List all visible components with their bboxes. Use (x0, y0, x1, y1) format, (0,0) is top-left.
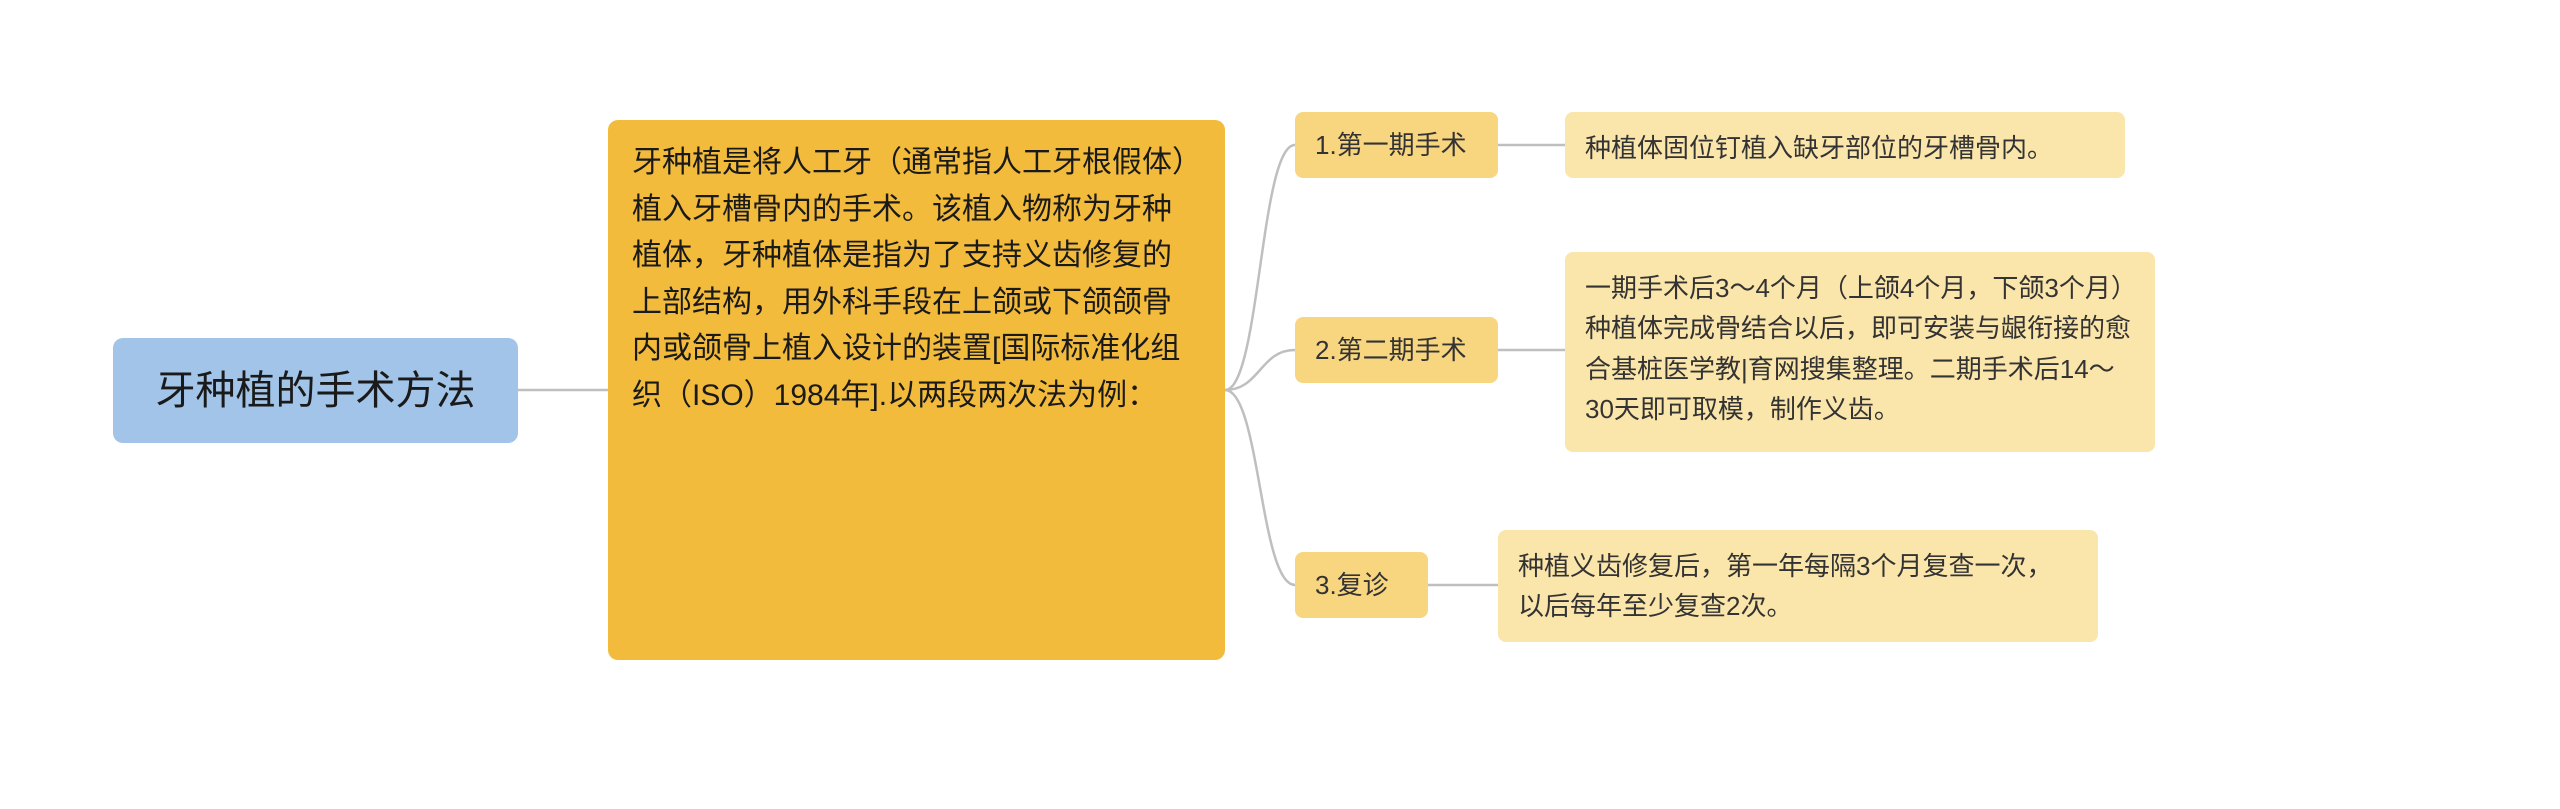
branch-phase2-label: 2.第二期手术 (1315, 330, 1467, 370)
branch-phase2[interactable]: 2.第二期手术 (1295, 317, 1498, 383)
description-node[interactable]: 牙种植是将人工牙（通常指人工牙根假体）植入牙槽骨内的手术。该植入物称为牙种植体，… (608, 120, 1225, 660)
mindmap-canvas: 牙种植的手术方法 牙种植是将人工牙（通常指人工牙根假体）植入牙槽骨内的手术。该植… (0, 0, 2560, 809)
branch-phase1-label: 1.第一期手术 (1315, 125, 1467, 165)
branch-followup[interactable]: 3.复诊 (1295, 552, 1428, 618)
leaf-phase2-text: 一期手术后3～4个月（上颌4个月，下颌3个月）种植体完成骨结合以后，即可安装与龈… (1585, 268, 2135, 429)
leaf-followup-detail[interactable]: 种植义齿修复后，第一年每隔3个月复查一次，以后每年至少复查2次。 (1498, 530, 2098, 642)
leaf-phase1-detail[interactable]: 种植体固位钉植入缺牙部位的牙槽骨内。 (1565, 112, 2125, 178)
branch-phase1[interactable]: 1.第一期手术 (1295, 112, 1498, 178)
branch-followup-label: 3.复诊 (1315, 565, 1389, 605)
description-text: 牙种植是将人工牙（通常指人工牙根假体）植入牙槽骨内的手术。该植入物称为牙种植体，… (632, 140, 1201, 419)
leaf-phase2-detail[interactable]: 一期手术后3～4个月（上颌4个月，下颌3个月）种植体完成骨结合以后，即可安装与龈… (1565, 252, 2155, 452)
root-node[interactable]: 牙种植的手术方法 (113, 338, 518, 443)
leaf-followup-text: 种植义齿修复后，第一年每隔3个月复查一次，以后每年至少复查2次。 (1518, 546, 2078, 627)
leaf-phase1-text: 种植体固位钉植入缺牙部位的牙槽骨内。 (1585, 128, 2053, 168)
root-label: 牙种植的手术方法 (156, 360, 476, 422)
